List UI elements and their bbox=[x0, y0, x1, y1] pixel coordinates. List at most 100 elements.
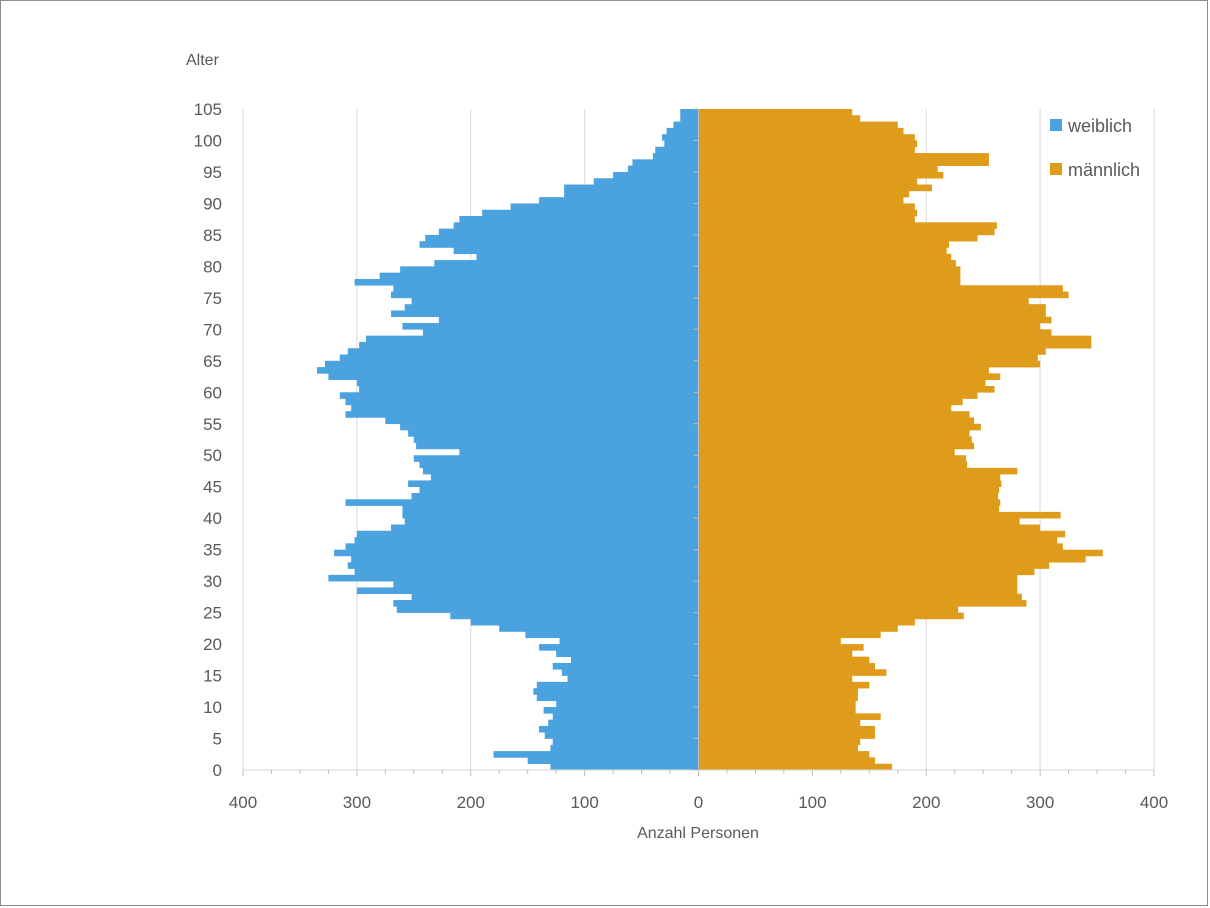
bar-maennlich-age-33 bbox=[698, 555, 1086, 563]
bar-maennlich-age-48 bbox=[698, 461, 968, 469]
bar-maennlich-age-25 bbox=[698, 606, 959, 613]
bar-maennlich-age-96 bbox=[698, 159, 989, 166]
bar-weiblich-age-47 bbox=[422, 467, 699, 475]
bar-maennlich-age-11 bbox=[698, 694, 858, 702]
bar-weiblich-age-0 bbox=[550, 763, 699, 771]
y-tick-label-25: 25 bbox=[203, 604, 222, 623]
bar-maennlich-age-97 bbox=[698, 153, 989, 160]
bar-weiblich-age-50 bbox=[459, 448, 699, 456]
bar-maennlich-age-20 bbox=[698, 637, 841, 645]
bar-weiblich-age-97 bbox=[652, 153, 699, 160]
bar-weiblich-age-29 bbox=[393, 581, 699, 588]
bar-weiblich-age-75 bbox=[391, 291, 699, 299]
bar-weiblich-age-4 bbox=[552, 738, 699, 746]
bar-weiblich-age-72 bbox=[391, 310, 699, 318]
bar-maennlich-age-95 bbox=[698, 165, 938, 173]
bar-maennlich-age-62 bbox=[698, 373, 1001, 380]
bar-weiblich-age-73 bbox=[404, 304, 699, 311]
bar-maennlich-age-8 bbox=[698, 713, 881, 720]
bar-maennlich-age-0 bbox=[698, 763, 893, 771]
bar-weiblich-age-38 bbox=[391, 524, 699, 532]
bar-maennlich-age-41 bbox=[698, 505, 1000, 513]
bar-weiblich-age-58 bbox=[345, 398, 699, 406]
bar-weiblich-age-28 bbox=[356, 587, 699, 595]
bar-weiblich-age-12 bbox=[533, 688, 699, 695]
bar-maennlich-age-18 bbox=[698, 650, 853, 657]
x-tick-label-3: 100 bbox=[570, 793, 598, 812]
bar-weiblich-age-104 bbox=[680, 109, 699, 116]
bar-maennlich-age-89 bbox=[698, 203, 915, 211]
bar-weiblich-age-71 bbox=[438, 316, 699, 324]
bar-maennlich-age-72 bbox=[698, 310, 1046, 318]
bar-maennlich-age-50 bbox=[698, 448, 955, 456]
bar-weiblich-age-3 bbox=[550, 744, 699, 752]
bar-weiblich-age-26 bbox=[393, 600, 699, 607]
bar-maennlich-age-14 bbox=[698, 675, 853, 683]
bar-weiblich-age-74 bbox=[411, 297, 699, 305]
x-tick-label-2: 200 bbox=[457, 793, 485, 812]
bar-maennlich-age-93 bbox=[698, 178, 918, 185]
y-tick-label-60: 60 bbox=[203, 383, 222, 402]
bar-weiblich-age-56 bbox=[345, 411, 699, 418]
bar-maennlich-age-75 bbox=[698, 291, 1069, 299]
bar-weiblich-age-22 bbox=[499, 625, 699, 632]
x-axis-title: Anzahl Personen bbox=[637, 825, 759, 842]
bar-maennlich-age-17 bbox=[698, 656, 870, 664]
bar-weiblich-age-20 bbox=[559, 637, 699, 645]
bar-maennlich-age-32 bbox=[698, 562, 1050, 569]
bar-weiblich-age-11 bbox=[536, 694, 699, 702]
bar-weiblich-age-9 bbox=[543, 707, 699, 714]
bar-maennlich-age-61 bbox=[698, 379, 986, 387]
bar-weiblich-age-81 bbox=[476, 253, 699, 261]
bar-maennlich-age-82 bbox=[698, 247, 947, 255]
bar-weiblich-age-95 bbox=[627, 165, 699, 173]
bar-weiblich-age-18 bbox=[556, 650, 699, 657]
bar-maennlich-age-24 bbox=[698, 612, 964, 620]
bar-weiblich-age-85 bbox=[438, 228, 699, 236]
bar-weiblich-age-36 bbox=[354, 537, 699, 544]
legend: weiblich männlich bbox=[1050, 116, 1140, 180]
y-axis-title: Alter bbox=[186, 52, 220, 69]
bar-weiblich-age-78 bbox=[379, 272, 699, 280]
bar-weiblich-age-96 bbox=[632, 159, 699, 166]
bar-weiblich-age-64 bbox=[324, 360, 699, 368]
bar-weiblich-age-2 bbox=[493, 751, 699, 758]
bar-maennlich-age-77 bbox=[698, 278, 961, 286]
bar-maennlich-age-23 bbox=[698, 618, 915, 626]
bar-maennlich-age-52 bbox=[698, 436, 972, 443]
bar-maennlich-age-13 bbox=[698, 681, 870, 689]
bar-maennlich-age-53 bbox=[698, 430, 970, 437]
bar-weiblich-age-6 bbox=[539, 725, 699, 733]
y-tick-label-20: 20 bbox=[203, 635, 222, 654]
bar-maennlich-age-30 bbox=[698, 574, 1018, 582]
y-tick-label-100: 100 bbox=[194, 131, 222, 150]
bar-maennlich-age-6 bbox=[698, 725, 876, 733]
bar-maennlich-age-21 bbox=[698, 631, 881, 639]
bar-weiblich-age-31 bbox=[354, 568, 699, 576]
bar-weiblich-age-93 bbox=[593, 178, 699, 185]
y-tick-label-30: 30 bbox=[203, 572, 222, 591]
bar-weiblich-age-32 bbox=[347, 562, 699, 569]
x-tick-label-5: 100 bbox=[798, 793, 826, 812]
x-tick-label-6: 200 bbox=[912, 793, 940, 812]
bar-maennlich-age-80 bbox=[698, 260, 956, 267]
bar-maennlich-age-1 bbox=[698, 757, 876, 765]
legend-swatch-weiblich bbox=[1050, 119, 1062, 131]
bar-weiblich-age-52 bbox=[413, 436, 699, 443]
bar-maennlich-age-102 bbox=[698, 121, 898, 129]
bar-weiblich-age-35 bbox=[345, 543, 699, 550]
bar-weiblich-age-45 bbox=[408, 480, 699, 488]
x-tick-label-4: 0 bbox=[694, 793, 703, 812]
bar-weiblich-age-99 bbox=[664, 140, 699, 148]
y-tick-label-15: 15 bbox=[203, 667, 222, 686]
bar-weiblich-age-14 bbox=[567, 675, 699, 683]
bar-weiblich-age-51 bbox=[416, 442, 699, 450]
x-tick-label-1: 300 bbox=[343, 793, 371, 812]
bar-weiblich-age-60 bbox=[359, 385, 699, 393]
bar-weiblich-age-92 bbox=[564, 184, 699, 192]
bar-maennlich-age-92 bbox=[698, 184, 932, 192]
bar-weiblich-age-89 bbox=[510, 203, 699, 211]
bar-weiblich-age-39 bbox=[404, 518, 699, 525]
bar-maennlich-age-67 bbox=[698, 341, 1092, 349]
